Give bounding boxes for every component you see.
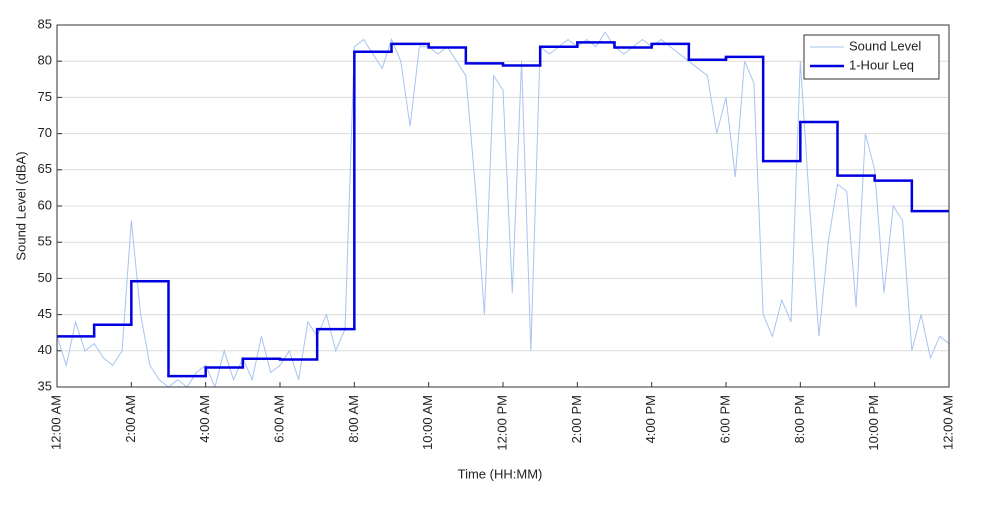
x-tick-label: 12:00 PM [494, 395, 509, 451]
y-tick-label: 35 [38, 378, 52, 393]
legend-label: Sound Level [849, 38, 921, 53]
plot-layer [57, 31, 949, 387]
legend-label: 1-Hour Leq [849, 57, 914, 72]
x-tick-label: 8:00 AM [346, 395, 361, 443]
x-tick-label: 4:00 AM [197, 395, 212, 443]
x-tick-label: 6:00 AM [271, 395, 286, 443]
x-tick-label: 4:00 PM [643, 395, 658, 443]
legend-box [803, 34, 940, 80]
x-tick-label: 12:00 AM [940, 395, 955, 450]
x-tick-label: 8:00 PM [792, 395, 807, 443]
y-tick-label: 75 [38, 89, 52, 104]
y-tick-label: 55 [38, 234, 52, 249]
x-axis-label: Time (HH:MM) [458, 466, 543, 481]
y-tick-label: 50 [38, 270, 52, 285]
y-axis-label: Sound Level (dBA) [13, 151, 28, 260]
y-tick-label: 65 [38, 161, 52, 176]
x-tick-label: 10:00 PM [866, 395, 881, 451]
x-tick-label: 2:00 AM [123, 395, 138, 443]
y-tick-label: 70 [38, 125, 52, 140]
x-tick-label: 10:00 AM [420, 395, 435, 450]
x-tick-label: 12:00 AM [48, 395, 63, 450]
y-tick-label: 45 [38, 306, 52, 321]
y-tick-label: 40 [38, 342, 52, 357]
axes-box [56, 24, 950, 388]
y-tick-label: 60 [38, 197, 52, 212]
y-tick-label: 80 [38, 53, 52, 68]
sound-level-line [57, 31, 949, 387]
y-tick-label: 85 [38, 16, 52, 31]
x-tick-label: 6:00 PM [717, 395, 732, 443]
x-tick-label: 2:00 PM [569, 395, 584, 443]
